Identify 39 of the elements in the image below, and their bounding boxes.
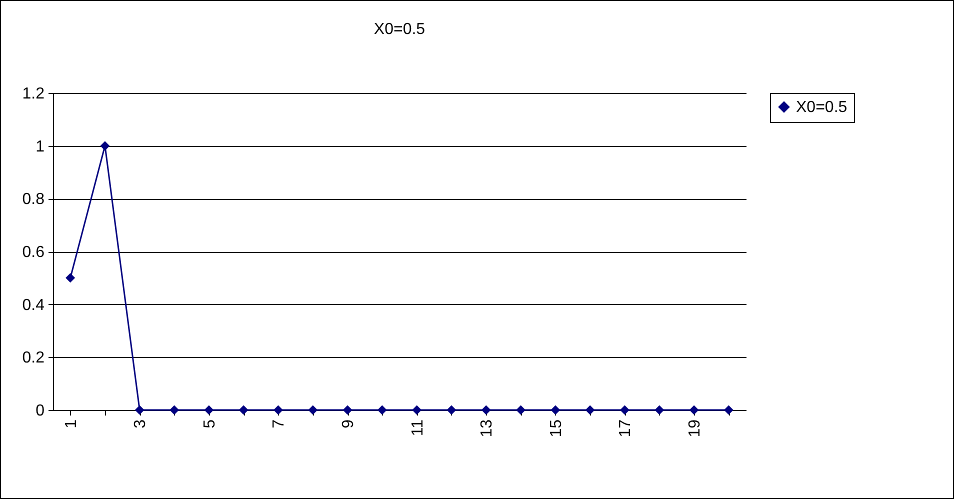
y-tick-label: 0.8 bbox=[22, 191, 45, 208]
y-tick-label: 0.2 bbox=[22, 350, 45, 367]
point bbox=[481, 405, 491, 415]
point bbox=[724, 405, 734, 415]
point bbox=[550, 405, 560, 415]
x-tick-label: 9 bbox=[340, 419, 358, 428]
x-tick-label: 1 bbox=[62, 419, 80, 428]
y-tick-label: 0.4 bbox=[22, 296, 45, 314]
point bbox=[100, 141, 110, 151]
x-tick-label: 7 bbox=[270, 419, 288, 428]
point bbox=[516, 405, 526, 415]
x-tick-label: 5 bbox=[201, 419, 218, 428]
y-tick-label: 0.6 bbox=[22, 244, 45, 261]
point bbox=[412, 405, 422, 415]
point bbox=[689, 405, 699, 415]
x-tick-label: 3 bbox=[132, 419, 150, 428]
point bbox=[238, 405, 248, 415]
point bbox=[446, 405, 456, 415]
point bbox=[170, 405, 180, 415]
point bbox=[342, 405, 352, 415]
x-tick-label: 11 bbox=[409, 419, 426, 436]
point bbox=[204, 405, 214, 415]
y-tick-label: 1 bbox=[36, 138, 45, 156]
legend-label: X0=0.5 bbox=[796, 99, 848, 116]
y-tick-label: 1.2 bbox=[22, 86, 45, 102]
point bbox=[620, 405, 630, 415]
point bbox=[377, 405, 387, 415]
point bbox=[134, 405, 144, 415]
x-tick-label: 13 bbox=[478, 419, 496, 438]
point bbox=[654, 405, 664, 415]
x-tick-label: 17 bbox=[617, 419, 634, 438]
point bbox=[308, 405, 318, 415]
y-tick-label: 0 bbox=[36, 402, 45, 420]
x-tick-label: 15 bbox=[548, 419, 565, 438]
point bbox=[273, 405, 283, 415]
point bbox=[585, 405, 595, 415]
point bbox=[66, 273, 76, 283]
chart-title: X0=0.5 bbox=[374, 21, 426, 38]
x-tick-label: 19 bbox=[686, 419, 704, 438]
